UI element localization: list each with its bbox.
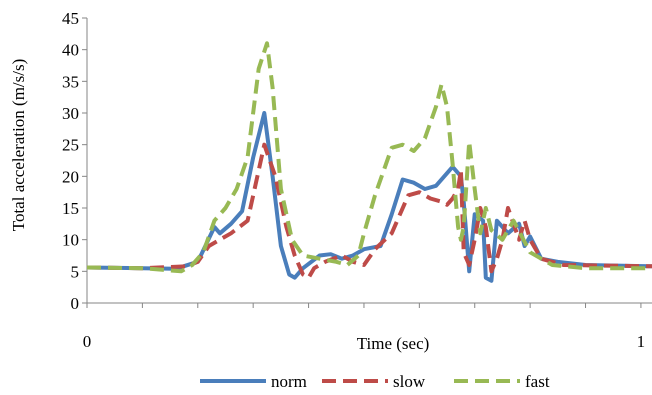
y-tick-label: 0 <box>71 294 80 313</box>
x-axis-label: Time (sec) <box>357 334 430 353</box>
legend: norm slow fast <box>200 372 550 391</box>
series-line-fast <box>86 41 652 274</box>
y-tick-label: 10 <box>62 231 79 250</box>
legend-label-norm: norm <box>271 372 307 391</box>
y-tick-label: 30 <box>62 104 79 123</box>
legend-label-fast: fast <box>525 372 550 391</box>
y-axis-label: Total acceleration (m/s/s) <box>9 59 28 232</box>
y-axis: 0 5 10 15 20 25 30 35 40 45 <box>62 9 88 313</box>
legend-label-slow: slow <box>393 372 426 391</box>
y-tick-label: 45 <box>62 9 79 28</box>
series-line-slow <box>86 142 652 280</box>
y-tick-label: 25 <box>62 136 79 155</box>
series-lines <box>86 41 652 283</box>
x-tick-label: 0 <box>83 332 92 351</box>
series-line-norm <box>86 111 652 283</box>
y-tick-label: 20 <box>62 167 79 186</box>
y-tick-label: 15 <box>62 199 79 218</box>
y-tick-label: 5 <box>71 262 80 281</box>
y-tick-label: 40 <box>62 41 79 60</box>
y-tick-label: 35 <box>62 72 79 91</box>
x-tick-label: 1 <box>637 332 646 351</box>
